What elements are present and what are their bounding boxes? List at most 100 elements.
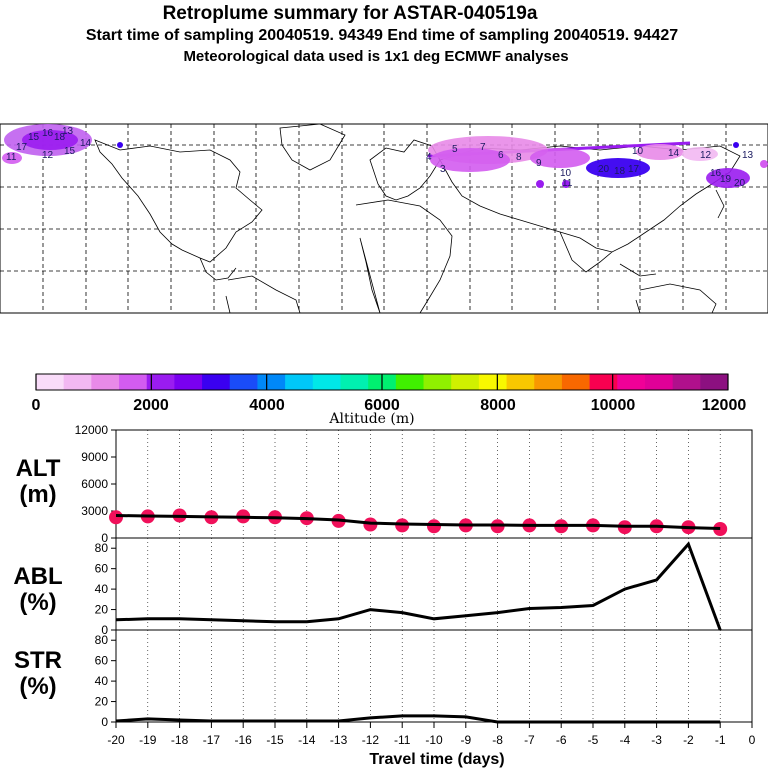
colorbar-segment	[644, 374, 674, 390]
x-tick-label: -10	[425, 733, 443, 747]
x-tick-label: -20	[107, 733, 125, 747]
series-line	[115, 541, 722, 631]
x-tick-label: -5	[588, 733, 599, 747]
colorbar-segment	[478, 374, 508, 390]
alt-chart: 0 3000 6000 9000 12000	[75, 423, 753, 545]
x-tick-label: -18	[171, 733, 189, 747]
colorbar-segment	[672, 374, 701, 390]
colorbar-tick-label: 6000	[364, 397, 400, 414]
colorbar-tick-label: 8000	[480, 397, 516, 414]
x-tick-label: -19	[139, 733, 157, 747]
colorbar-segment	[119, 374, 148, 390]
x-tick-label: -9	[460, 733, 471, 747]
cluster-label: 12	[42, 150, 54, 161]
colorbar-segment	[63, 374, 92, 390]
map-panel: 15 16 18 13 14 11 12 15 17 5 7 6 4 8 3 9…	[0, 123, 768, 314]
y-tick-label: 40	[95, 582, 109, 596]
cluster-label: 8	[516, 152, 522, 163]
cluster-label: 6	[498, 150, 504, 161]
cluster-label: 14	[80, 138, 92, 149]
colorbar-segment	[617, 374, 646, 390]
colorbar-segment	[423, 374, 452, 390]
x-tick-label: -1	[715, 733, 726, 747]
cluster-label: 13	[742, 150, 754, 161]
y-tick-label: 60	[95, 562, 109, 576]
y-tick-label: 40	[95, 674, 109, 688]
colorbar-segment	[534, 374, 563, 390]
alt-panel-unit: (m)	[19, 481, 56, 508]
x-tick-label: -4	[619, 733, 630, 747]
colorbar-segment	[257, 374, 286, 390]
cluster-label: 20	[734, 178, 746, 189]
x-tick-label: -16	[235, 733, 253, 747]
alt-panel-label: ALT	[16, 455, 61, 482]
y-tick-label: 6000	[81, 477, 108, 491]
altitude-colorbar	[35, 373, 729, 391]
cluster-label: 15	[28, 132, 40, 143]
colorbar-tick-label: 2000	[133, 397, 169, 414]
x-tick-label: -3	[651, 733, 662, 747]
cluster-labels: 15 16 18 13 14 11 12 15 17 5 7 6 4 8 3 9…	[6, 126, 754, 189]
y-tick-label: 80	[95, 633, 109, 647]
colorbar-tick-label: 10000	[591, 397, 636, 414]
colorbar-segment	[506, 374, 535, 390]
panel-frame	[115, 629, 753, 723]
y-tick-label: 20	[95, 603, 109, 617]
x-axis-title: Travel time (days)	[369, 751, 504, 768]
colorbar-segment	[561, 374, 591, 390]
cluster-label: 10	[632, 146, 644, 157]
colorbar-tick-label: 12000	[702, 397, 747, 414]
y-tick-label: 12000	[75, 423, 109, 437]
colorbar-segment	[340, 374, 369, 390]
x-tick-label: -7	[524, 733, 535, 747]
abl-chart: 0 20 40 60 80	[95, 537, 753, 637]
cluster-label: 18	[54, 132, 66, 143]
x-tick-label: -12	[362, 733, 380, 747]
cluster-label: 15	[64, 146, 76, 157]
cluster-label: 12	[700, 150, 712, 161]
y-tick-label: 9000	[81, 450, 108, 464]
y-tick-label: 3000	[81, 504, 108, 518]
y-tick-label: 60	[95, 654, 109, 668]
str-chart: 0 20 40 60 80	[95, 629, 753, 729]
str-panel-label: STR	[14, 647, 62, 674]
coastlines	[94, 123, 741, 314]
y-tick-label: 80	[95, 541, 109, 555]
cluster-label: 17	[16, 142, 28, 153]
cluster-label: 19	[720, 174, 732, 185]
y-tick-label: 20	[95, 695, 109, 709]
x-tick-label: -13	[330, 733, 348, 747]
colorbar-segment	[395, 374, 425, 390]
cluster-marker	[427, 519, 441, 534]
cluster-label: 10	[560, 168, 572, 179]
plume-trajectory	[2, 124, 768, 188]
x-tick-label: -6	[556, 733, 567, 747]
cluster-label: 9	[536, 158, 542, 169]
colorbar-segment	[285, 374, 314, 390]
colorbar-segment	[229, 374, 258, 390]
colorbar-segment	[589, 374, 618, 390]
colorbar-segment	[312, 374, 341, 390]
colorbar-ticks: 0 2000 4000 6000 8000 10000 12000	[32, 397, 747, 414]
colorbar-segment	[36, 374, 65, 390]
cluster-marker	[109, 510, 123, 525]
panel-frame	[115, 537, 753, 631]
series-line	[115, 514, 721, 530]
x-axis: -20 -19 -18 -17 -16 -15 -14 -13 -12 -11 -10 -9 -8 -7-…	[107, 722, 756, 747]
cluster-label: 18	[614, 166, 626, 177]
y-tick-label: 0	[101, 531, 108, 545]
colorbar-segment	[202, 374, 231, 390]
cluster-label: 16	[42, 128, 54, 139]
colorbar-segment	[451, 374, 480, 390]
cluster-label: 16	[710, 168, 722, 179]
colorbar-title: Altitude (m)	[328, 411, 414, 427]
colorbar-segment	[91, 374, 120, 390]
colorbar-segment	[174, 374, 203, 390]
x-tick-label: -17	[203, 733, 221, 747]
abl-panel-unit: (%)	[19, 589, 56, 616]
y-tick-label: 0	[101, 715, 108, 729]
abl-panel-label: ABL	[13, 563, 62, 590]
y-tick-label: 0	[101, 623, 108, 637]
cluster-marker	[713, 522, 728, 536]
